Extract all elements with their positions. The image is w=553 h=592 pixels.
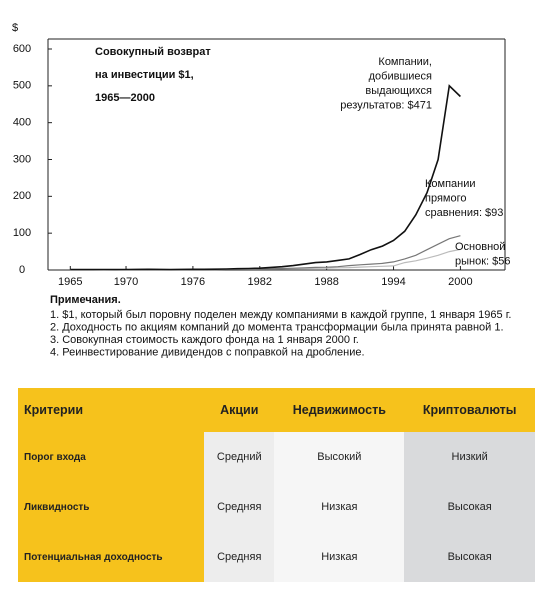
table-row: Потенциальная доходность Средняя Низкая Выс… (18, 532, 535, 582)
series-label: добившиеся (369, 70, 432, 82)
y-tick-label: 500 (13, 80, 31, 92)
notes-title: Примечания. (50, 294, 121, 306)
cell: Низкая (274, 532, 405, 582)
cell: Низкая (274, 482, 405, 532)
series-label: сравнения: $93 (425, 207, 503, 219)
series-label: выдающихся (365, 85, 432, 97)
series-label: Основной (455, 241, 505, 253)
cell: Высокий (274, 432, 405, 482)
cell: Высокая (404, 532, 535, 582)
note: 4. Реинвестирование дивидендов с поправк… (50, 346, 365, 358)
y-tick-label: 0 (19, 264, 25, 276)
y-tick-label: 300 (13, 153, 31, 165)
chart-title: Совокупный возврат (95, 46, 211, 58)
x-tick-label: 1970 (114, 276, 138, 288)
chart-title: 1965—2000 (95, 92, 155, 104)
x-tick-label: 1994 (381, 276, 405, 288)
y-tick-label: 200 (13, 190, 31, 202)
cell: Высокая (404, 482, 535, 532)
series-label: прямого (425, 192, 466, 204)
y-tick-label: 100 (13, 227, 31, 239)
cell: Низкий (404, 432, 535, 482)
row-label: Ликвидность (18, 482, 205, 532)
header-cell: Критерии (18, 388, 205, 432)
chart: $0 100 200 300 400 500 600 1965 1970 1976 1982 1988… (12, 22, 511, 359)
comparison-table: Критерии Акции Недвижимость Криптовалюты Пор… (18, 388, 535, 582)
note: 3. Совокупная стоимость каждого фонда на… (50, 334, 359, 346)
x-tick-label: 1965 (58, 276, 82, 288)
x-tick-label: 1976 (181, 276, 205, 288)
cell: Средний (204, 432, 275, 482)
chart-title: на инвестиции $1, (95, 69, 194, 81)
table-row: Ликвидность Средняя Низкая Высокая (18, 482, 535, 532)
note: 2. Доходность по акциям компаний до моме… (50, 321, 504, 333)
series-label: рынок: $56 (455, 255, 511, 267)
y-tick-label: 400 (13, 117, 31, 129)
series-line (70, 84, 461, 271)
row-label: Потенциальная доходность (18, 532, 205, 582)
header-cell: Акции (204, 388, 275, 432)
y-tick-label: 600 (13, 43, 31, 55)
cell: Средняя (204, 532, 275, 582)
series-label: Компании, (378, 56, 432, 68)
x-tick-label: 2000 (448, 276, 472, 288)
x-tick-label: 1988 (314, 276, 338, 288)
table-row: Порог входа Средний Высокий Низкий (18, 432, 535, 482)
series-label: результатов: $471 (340, 99, 432, 111)
series-line (70, 235, 461, 271)
header-cell: Криптовалюты (404, 388, 535, 432)
header-cell: Недвижимость (274, 388, 405, 432)
x-tick-label: 1982 (248, 276, 272, 288)
y-axis-label: $ (12, 22, 18, 34)
note: 1. $1, который был поровну поделен между… (50, 309, 511, 321)
row-label: Порог входа (18, 432, 205, 482)
series-label: Компании (425, 178, 476, 190)
cell: Средняя (204, 482, 275, 532)
